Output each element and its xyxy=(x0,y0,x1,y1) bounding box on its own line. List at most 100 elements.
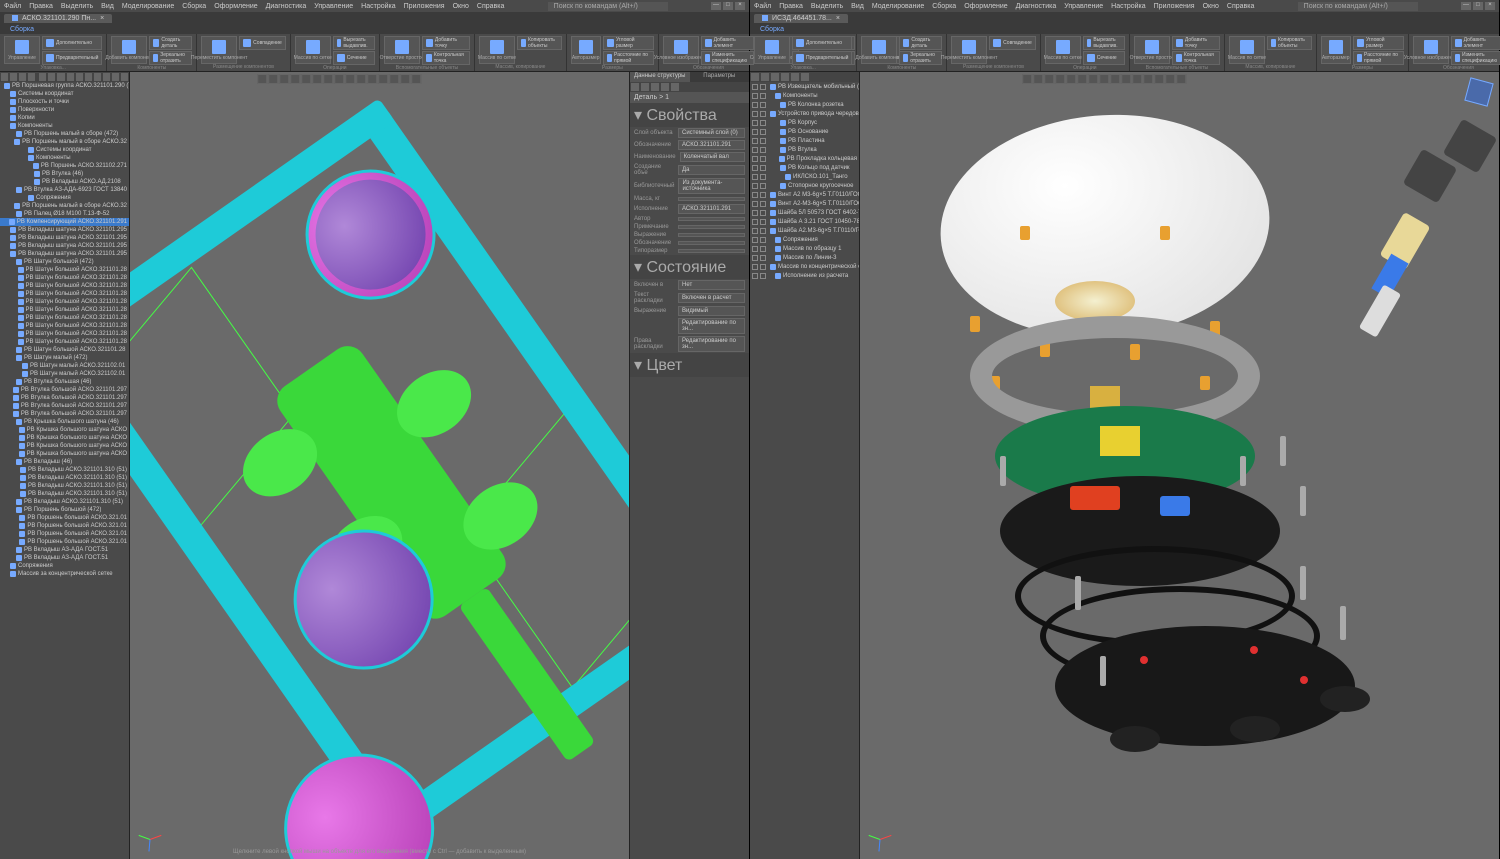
menu-view[interactable]: Вид xyxy=(851,3,864,10)
tree-item[interactable]: РВ Поршень АСКО.321102.271 xyxy=(0,162,129,170)
tree-item[interactable]: Поверхности xyxy=(0,106,129,114)
tree-item[interactable]: Шайба А2.М3-6g×5 Т.Г0110/ГО... xyxy=(750,226,859,235)
vp-btn[interactable] xyxy=(1077,74,1087,84)
vp-btn[interactable] xyxy=(400,74,410,84)
prop-tab-params[interactable]: Параметры xyxy=(690,72,750,82)
menu-manage[interactable]: Управление xyxy=(314,3,353,10)
minimize-icon[interactable]: — xyxy=(711,2,721,10)
vp-btn[interactable] xyxy=(1154,74,1164,84)
menu-diag[interactable]: Диагностика xyxy=(266,3,307,10)
menu-view[interactable]: Вид xyxy=(101,3,114,10)
tree-item[interactable]: Шайба А 3.21 ГОСТ 10450-78 (-5) xyxy=(750,217,859,226)
tree-btn[interactable] xyxy=(103,73,110,81)
tree-btn[interactable] xyxy=(751,73,759,81)
tree-item[interactable]: РВ Крышка большого шатуна АСКО xyxy=(0,442,129,450)
tree-item[interactable]: РВ Шатун большой АСКО.321101.28 xyxy=(0,322,129,330)
tool-button[interactable]: Предварительный xyxy=(792,51,852,65)
prop-value[interactable] xyxy=(678,197,745,201)
tree-item[interactable]: РВ Поршень малый в сборе АСКО.32 xyxy=(0,202,129,210)
tool-button[interactable]: Предварительный xyxy=(42,51,102,65)
ribbon-tab-assembly[interactable]: Сборка xyxy=(6,26,38,33)
vp-btn[interactable] xyxy=(1176,74,1186,84)
vp-btn[interactable] xyxy=(1132,74,1142,84)
vp-btn[interactable] xyxy=(356,74,366,84)
tree-btn[interactable] xyxy=(85,73,92,81)
tree-btn[interactable] xyxy=(1,73,8,81)
tree-item[interactable]: РВ Крышка большого шатуна АСКО xyxy=(0,450,129,458)
tree-item[interactable]: Компоненты xyxy=(0,122,129,130)
tree-item[interactable]: РВ Поршневая группа АСКО.321101.290 (Т) xyxy=(0,82,129,90)
menu-help[interactable]: Справка xyxy=(1227,3,1254,10)
tool-button[interactable]: Сечение xyxy=(333,51,375,65)
tree-item[interactable]: РВ Вкладыш АСКО.321101.310 (51) xyxy=(0,466,129,474)
tree-item[interactable]: РВ Втулка большой АСКО.321101.297 xyxy=(0,394,129,402)
tree-item[interactable]: РВ Поршень малый в сборе (472) xyxy=(0,130,129,138)
close-icon[interactable]: × xyxy=(735,2,745,10)
tree-item[interactable]: РВ Поршень большой АСКО.321.01 xyxy=(0,514,129,522)
vp-btn[interactable] xyxy=(1066,74,1076,84)
vp-btn[interactable] xyxy=(290,74,300,84)
tree-btn[interactable] xyxy=(94,73,101,81)
tree-item[interactable]: Компоненты xyxy=(0,154,129,162)
vp-btn[interactable] xyxy=(334,74,344,84)
vp-btn[interactable] xyxy=(1033,74,1043,84)
command-search[interactable]: Поиск по командам (Alt+/) xyxy=(1298,2,1418,11)
menu-model[interactable]: Моделирование xyxy=(872,3,924,10)
menu-settings[interactable]: Настройка xyxy=(1111,3,1145,10)
tree-item[interactable]: РВ Втулка большой АСКО.321101.297 xyxy=(0,386,129,394)
tool-button[interactable]: Угловой размер xyxy=(603,36,654,50)
minimize-icon[interactable]: — xyxy=(1461,2,1471,10)
tree-item[interactable]: РВ Кольцо под датчик xyxy=(750,163,859,172)
menu-format[interactable]: Оформление xyxy=(964,3,1007,10)
maximize-icon[interactable]: □ xyxy=(1473,2,1483,10)
tool-button[interactable]: Угловой размер xyxy=(1353,36,1404,50)
tool-button[interactable]: Авторазмер xyxy=(571,36,601,64)
tree-item[interactable]: Исполнение из расчета xyxy=(750,271,859,280)
tree-btn[interactable] xyxy=(28,73,35,81)
tool-button[interactable]: Управление xyxy=(4,36,40,64)
tool-button[interactable]: Добавить точку xyxy=(422,36,470,50)
axis-gizmo[interactable] xyxy=(138,827,162,851)
vp-btn[interactable] xyxy=(411,74,421,84)
tool-button[interactable]: Массив по сетке xyxy=(295,36,331,64)
tool-button[interactable]: Зеркально отразить xyxy=(149,51,192,65)
close-icon[interactable]: × xyxy=(1485,2,1495,10)
prop-value[interactable]: Редактирование по зн... xyxy=(678,318,745,334)
prop-value[interactable]: АСКО.321101.291 xyxy=(678,204,745,214)
prop-section-header[interactable]: ▾ Состояние xyxy=(630,255,749,279)
tool-button[interactable]: Сечение xyxy=(1083,51,1125,65)
tree-item[interactable]: РВ Поршень большой (472) xyxy=(0,506,129,514)
tree-item[interactable]: ИКЛСКО.101_Танго xyxy=(750,172,859,181)
tool-button[interactable]: Изменить спецификацию xyxy=(1451,51,1500,65)
tool-button[interactable]: Массив по сетке xyxy=(479,36,515,64)
tool-button[interactable]: Добавить точку xyxy=(1172,36,1220,50)
tree-item[interactable]: Сопряжения xyxy=(750,235,859,244)
tree-item[interactable]: РВ Вкладыш АЗ-АДА ГОСТ.51 xyxy=(0,546,129,554)
tree-item[interactable]: РВ Вкладыш АСКО.АД.2108 xyxy=(0,178,129,186)
tree-item[interactable]: Устройство привода чередован... xyxy=(750,109,859,118)
tool-button[interactable]: Создать деталь xyxy=(899,36,942,50)
tree-item[interactable]: Массив по концентрической сетке xyxy=(750,262,859,271)
tool-button[interactable]: Вырезать выдавлив. xyxy=(1083,36,1125,50)
tool-button[interactable]: Условное изображение xyxy=(1413,36,1449,64)
tool-button[interactable]: Авторазмер xyxy=(1321,36,1351,64)
tree-item[interactable]: РВ Вкладыш (46) xyxy=(0,458,129,466)
tool-button[interactable]: Переместить компонент xyxy=(201,36,237,64)
prop-value[interactable]: Видимый xyxy=(678,306,745,316)
tree-btn[interactable] xyxy=(19,73,26,81)
tree-item[interactable]: РВ Втулка большая (46) xyxy=(0,378,129,386)
tree-item[interactable]: РВ Вкладыш шатуна АСКО.321101.295 xyxy=(0,242,129,250)
prop-value[interactable]: Редактирование по зн... xyxy=(678,336,745,352)
tool-button[interactable]: Зеркально отразить xyxy=(899,51,942,65)
vp-btn[interactable] xyxy=(257,74,267,84)
prop-value[interactable] xyxy=(678,233,745,237)
vp-btn[interactable] xyxy=(1055,74,1065,84)
tree-item[interactable]: РВ Вкладыш шатуна АСКО.321101.295 xyxy=(0,234,129,242)
prop-value[interactable] xyxy=(678,249,745,253)
tool-button[interactable]: Вырезать выдавлив. xyxy=(333,36,375,50)
menu-select[interactable]: Выделить xyxy=(811,3,843,10)
tree-item[interactable]: РВ Шатун большой (472) xyxy=(0,258,129,266)
tree-item[interactable]: РВ Шатун большой АСКО.321101.28 xyxy=(0,266,129,274)
menu-manage[interactable]: Управление xyxy=(1064,3,1103,10)
prop-section-header[interactable]: ▾ Цвет xyxy=(630,353,749,377)
